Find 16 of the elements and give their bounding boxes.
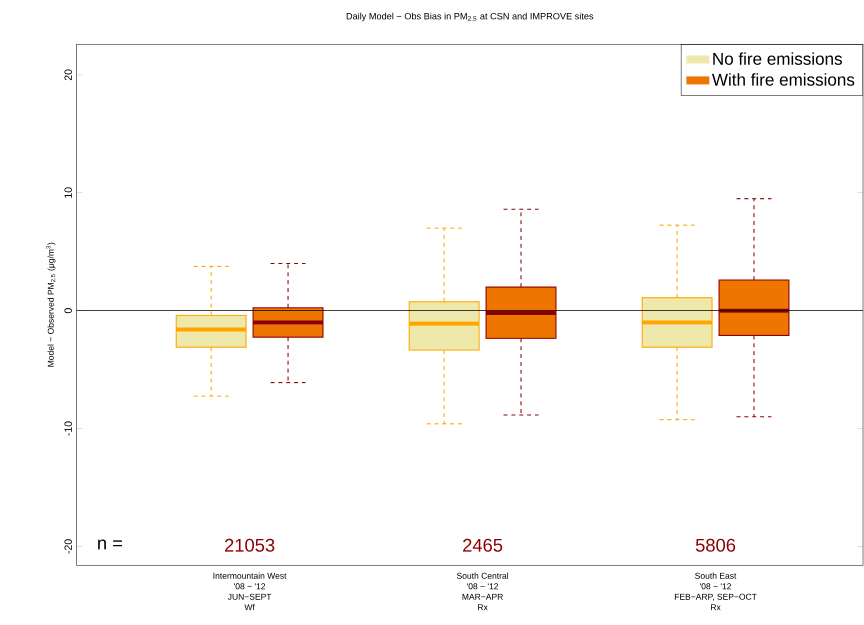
y-tick-label: -10 bbox=[64, 421, 72, 436]
y-tick-label: 10 bbox=[64, 187, 72, 198]
chart-title: Daily Model − Obs Bias in PM$_{2.5}$ at CSN and IMPROVE sites bbox=[346, 12, 594, 22]
annotation: 2465 bbox=[463, 538, 502, 552]
legend-label: No fire emissions bbox=[713, 52, 842, 65]
x-tick-label: South East '08 − '12 FEB−ARP, SEP−OCT Rx bbox=[674, 572, 757, 610]
x-tick-label: South Central '08 − '12 MAR−APR Rx bbox=[456, 572, 508, 610]
y-tick-label: -20 bbox=[64, 539, 72, 554]
legend-label: With fire emissions bbox=[712, 73, 854, 86]
y-tick-label: 0 bbox=[64, 308, 72, 314]
y-axis-title: Model − Observed PM$_{2.5}$ (μg/m$^{3}$) bbox=[46, 242, 56, 366]
annotation: 5806 bbox=[696, 538, 736, 552]
annotation: n = bbox=[98, 539, 122, 550]
x-tick-label: Intermountain West '08 − '12 JUN−SEPT Wf bbox=[214, 572, 286, 610]
annotation: 21053 bbox=[225, 538, 274, 552]
y-tick-label: 20 bbox=[64, 69, 72, 80]
